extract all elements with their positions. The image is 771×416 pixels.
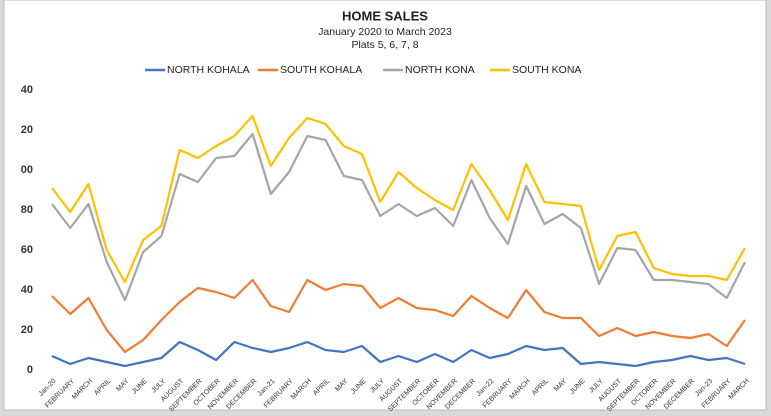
series-line xyxy=(51,114,746,284)
legend-label: SOUTH KONA xyxy=(512,64,581,76)
legend-label: SOUTH KOHALA xyxy=(280,64,362,76)
y-tick-label: 60 xyxy=(21,244,33,256)
y-tick-label: 40 xyxy=(21,84,33,96)
chart-area xyxy=(3,0,767,411)
legend-label: NORTH KOHALA xyxy=(167,64,250,76)
y-tick-label: 20 xyxy=(21,324,33,336)
legend-label: NORTH KONA xyxy=(405,64,475,76)
y-tick-label: 0 xyxy=(27,364,33,376)
chart-subtitle: Plats 5, 6, 7, 8 xyxy=(351,39,418,51)
chart-subtitle: January 2020 to March 2023 xyxy=(318,26,452,38)
y-tick-label: 80 xyxy=(21,204,33,216)
series-line xyxy=(51,278,746,354)
series-line xyxy=(51,340,746,368)
y-tick-label: 00 xyxy=(21,164,33,176)
y-tick-label: 20 xyxy=(21,124,33,136)
y-tick-label: 40 xyxy=(21,284,33,296)
chart-title: HOME SALES xyxy=(342,8,428,23)
series-line xyxy=(51,132,746,302)
